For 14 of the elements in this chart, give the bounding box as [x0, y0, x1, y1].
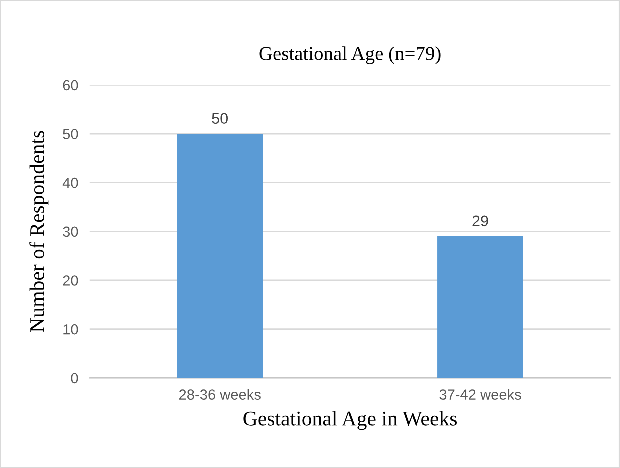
x-axis-title: Gestational Age in Weeks: [244, 411, 457, 430]
data-label: 50: [212, 113, 228, 124]
y-tick-label: 60: [63, 80, 78, 91]
y-tick-label: 10: [64, 324, 78, 335]
y-tick-label: 50: [63, 129, 78, 140]
data-label: 29: [472, 216, 488, 227]
x-tick-label: 28-36 weeks: [179, 389, 261, 400]
y-tick-label: 40: [62, 178, 78, 188]
y-tick-label: 30: [63, 226, 78, 238]
y-tick-label: 20: [63, 276, 78, 286]
chart-title: Gestational Age (n=79): [260, 46, 441, 64]
x-tick-label: 37-42 weeks: [440, 389, 522, 400]
y-axis-title: Number of Respondents: [30, 131, 49, 332]
y-tick-label: 0: [71, 373, 78, 384]
